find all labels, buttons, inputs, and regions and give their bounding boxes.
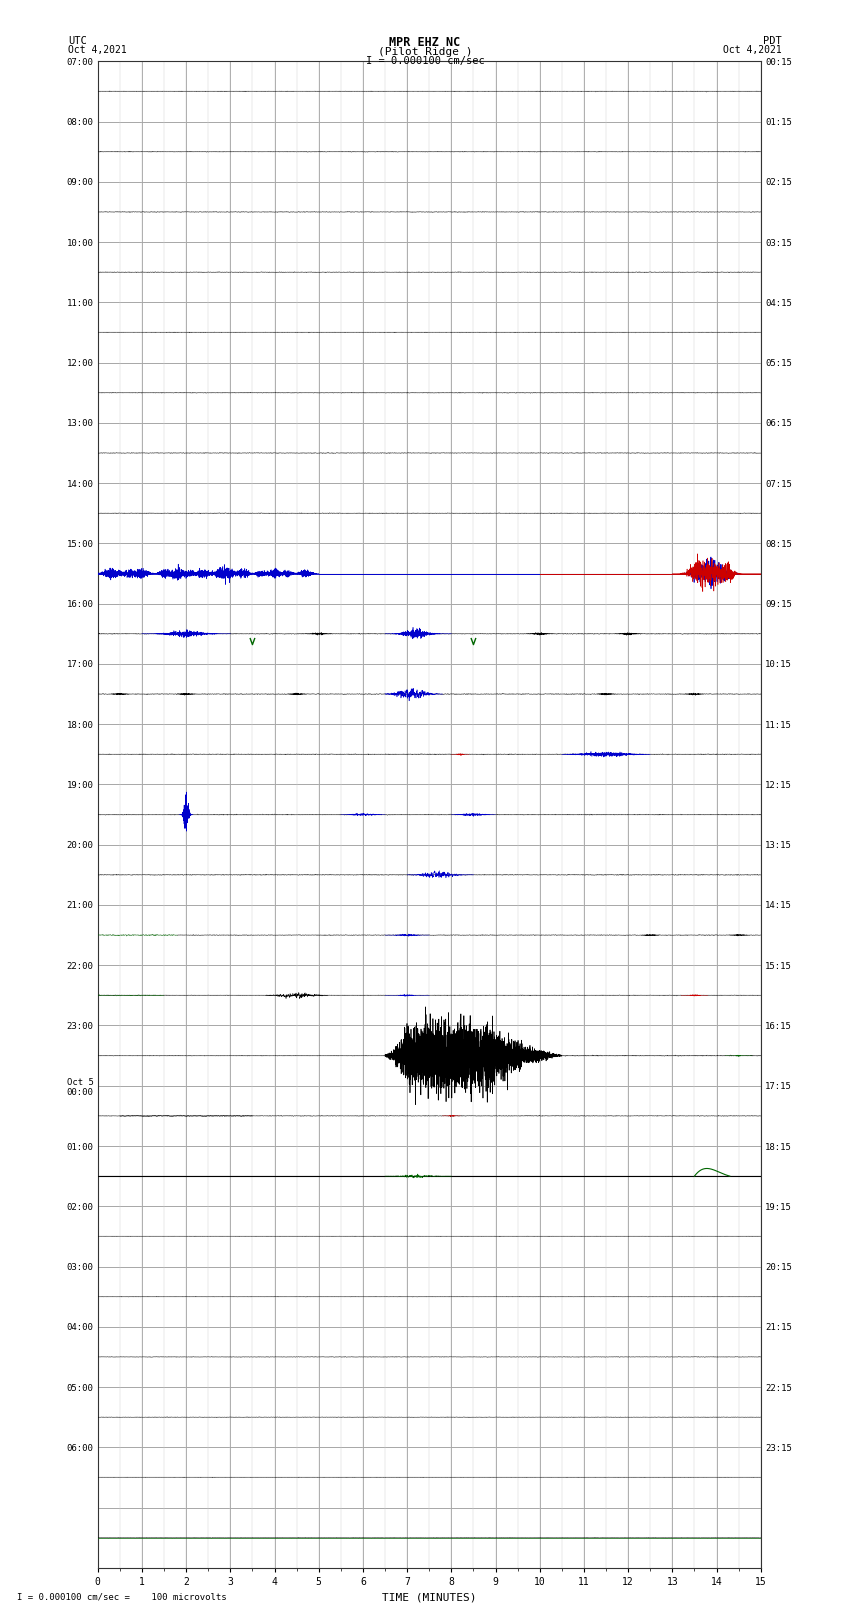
Text: UTC: UTC: [68, 37, 87, 47]
Text: I = 0.000100 cm/sec: I = 0.000100 cm/sec: [366, 56, 484, 66]
X-axis label: TIME (MINUTES): TIME (MINUTES): [382, 1592, 477, 1602]
Text: PDT: PDT: [763, 37, 782, 47]
Text: Oct 4,2021: Oct 4,2021: [68, 45, 127, 55]
Text: (Pilot Ridge ): (Pilot Ridge ): [377, 47, 473, 56]
Text: MPR EHZ NC: MPR EHZ NC: [389, 37, 461, 50]
Text: Oct 4,2021: Oct 4,2021: [723, 45, 782, 55]
Text: I = 0.000100 cm/sec =    100 microvolts: I = 0.000100 cm/sec = 100 microvolts: [17, 1592, 227, 1602]
